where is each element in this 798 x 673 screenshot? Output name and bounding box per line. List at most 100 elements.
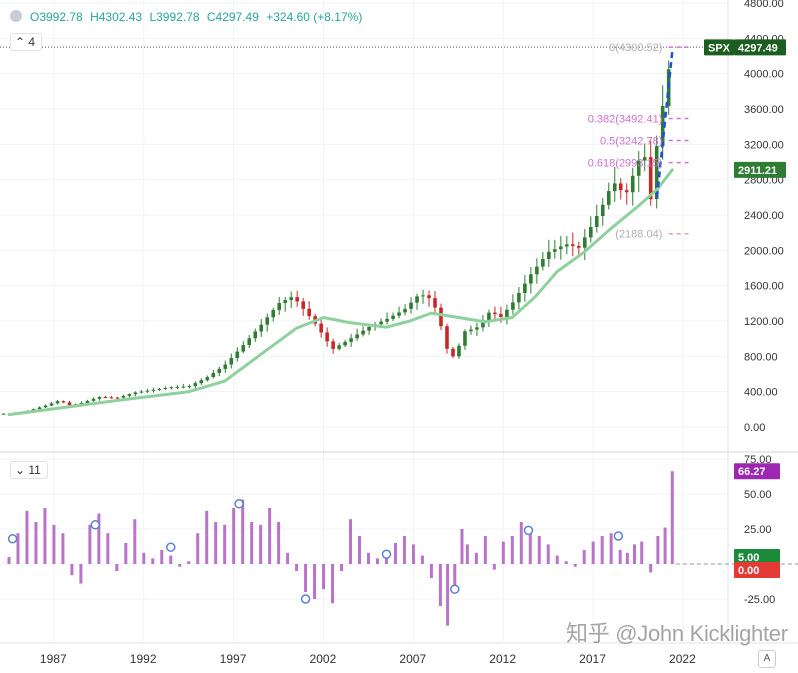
signal-marker (234, 499, 244, 509)
candle-body (205, 377, 210, 381)
candle-body (529, 274, 533, 284)
candle-body (163, 388, 168, 390)
candle-body (630, 175, 635, 193)
price-tick-label: 3600.00 (744, 104, 784, 116)
candle-body (145, 390, 150, 392)
auto-scale-button[interactable]: A (758, 650, 776, 668)
candle-body (600, 204, 605, 217)
ohlc-low: L3992.78 (149, 10, 200, 24)
histogram-bar (537, 536, 541, 564)
price-tick-label: 2000.00 (744, 245, 784, 257)
histogram-bar (366, 552, 370, 564)
candle-body (319, 323, 323, 333)
candle-body (660, 106, 665, 147)
time-tick-label: 1987 (40, 652, 67, 666)
candle-body (91, 398, 96, 401)
candle-body (277, 303, 282, 310)
signal-marker (613, 531, 624, 541)
candle-body (307, 308, 311, 317)
time-tick-label: 1992 (130, 652, 157, 666)
candle-body (265, 317, 270, 325)
candle-body (487, 312, 491, 320)
histogram-bar (618, 550, 622, 564)
candle-body (85, 400, 90, 403)
candle-body (493, 312, 497, 315)
time-tick-label: 2022 (669, 652, 696, 666)
ohlc-legend: O3992.78 H4302.43 L3992.78 C4297.49 +324… (30, 10, 366, 24)
histogram-bar (528, 527, 532, 564)
histogram-bar (465, 544, 469, 564)
candle-body (175, 386, 180, 388)
histogram-bar (483, 536, 487, 564)
candle-body (283, 300, 288, 304)
histogram-bar (61, 533, 65, 564)
histogram-bar (160, 550, 164, 564)
histogram-bar (106, 533, 110, 564)
histogram-bar (70, 564, 74, 576)
candle-body (259, 324, 264, 332)
rsi-tick-label: -25.00 (744, 594, 775, 606)
rsi-pane-toggle[interactable]: ⌄ 11 (10, 461, 48, 479)
candle-body (409, 302, 413, 309)
histogram-bar (474, 552, 478, 564)
histogram-bar (600, 536, 604, 564)
symbol-tag: SPX (708, 42, 731, 54)
ohlc-open: O3992.78 (30, 10, 83, 24)
signal-marker (90, 520, 101, 530)
candle-body (553, 249, 557, 252)
candle-body (385, 318, 389, 322)
histogram-bar (411, 544, 415, 564)
histogram-bar (573, 564, 577, 567)
candle-body (223, 364, 228, 369)
histogram-bar (286, 552, 290, 564)
moving-average-line (7, 168, 674, 417)
histogram-bar (453, 564, 457, 592)
main-pane-interval: 4 (28, 35, 36, 49)
candle-body (199, 380, 204, 384)
zero-level-tag-bg (734, 562, 780, 578)
candle-body (463, 331, 467, 346)
five-level-tag-bg (734, 549, 780, 565)
fib-level-label: 0.5(3242.78) (600, 136, 662, 148)
candle-body (133, 392, 138, 395)
ohlc-close: C4297.49 (206, 10, 259, 24)
candle-body (325, 332, 329, 342)
time-tick-label: 2012 (489, 652, 516, 666)
histogram-bar (250, 522, 254, 564)
price-tick-label: 800.00 (744, 351, 778, 363)
candle-body (565, 244, 569, 247)
main-pane-toggle[interactable]: ⌃ 4 (10, 33, 43, 51)
price-tick-label: 4000.00 (744, 69, 784, 81)
histogram-bar (492, 564, 496, 570)
chevron-down-icon: ⌄ (15, 463, 29, 477)
candle-body (547, 251, 551, 259)
candle-body (271, 309, 276, 318)
fib-level-label: 0.618(2993.15) (588, 158, 663, 170)
five-level-tag: 5.00 (738, 552, 759, 564)
symbol-tag-bg (704, 39, 734, 56)
eye-icon[interactable] (10, 10, 22, 22)
histogram-bar (358, 536, 362, 564)
candle-body (295, 297, 299, 302)
candle-body (49, 403, 54, 406)
histogram-bar (322, 564, 326, 590)
histogram-bar (640, 541, 644, 564)
histogram-bar (16, 533, 20, 564)
rsi-value-tag: 66.27 (738, 466, 766, 478)
price-tick-label: 0.00 (744, 422, 765, 434)
candle-body (121, 395, 126, 398)
candle-body (187, 386, 192, 388)
histogram-bar (97, 513, 101, 564)
histogram-bar (52, 524, 56, 564)
histogram-bar (124, 543, 128, 564)
candle-body (343, 341, 347, 346)
histogram-bar (555, 555, 559, 564)
histogram-bar (670, 471, 674, 564)
histogram-bar (546, 544, 550, 564)
signal-marker (381, 549, 392, 559)
watermark: 知乎 @John Kicklighter (566, 621, 788, 646)
candle-body (67, 402, 72, 406)
price-tick-label: 1200.00 (744, 316, 784, 328)
